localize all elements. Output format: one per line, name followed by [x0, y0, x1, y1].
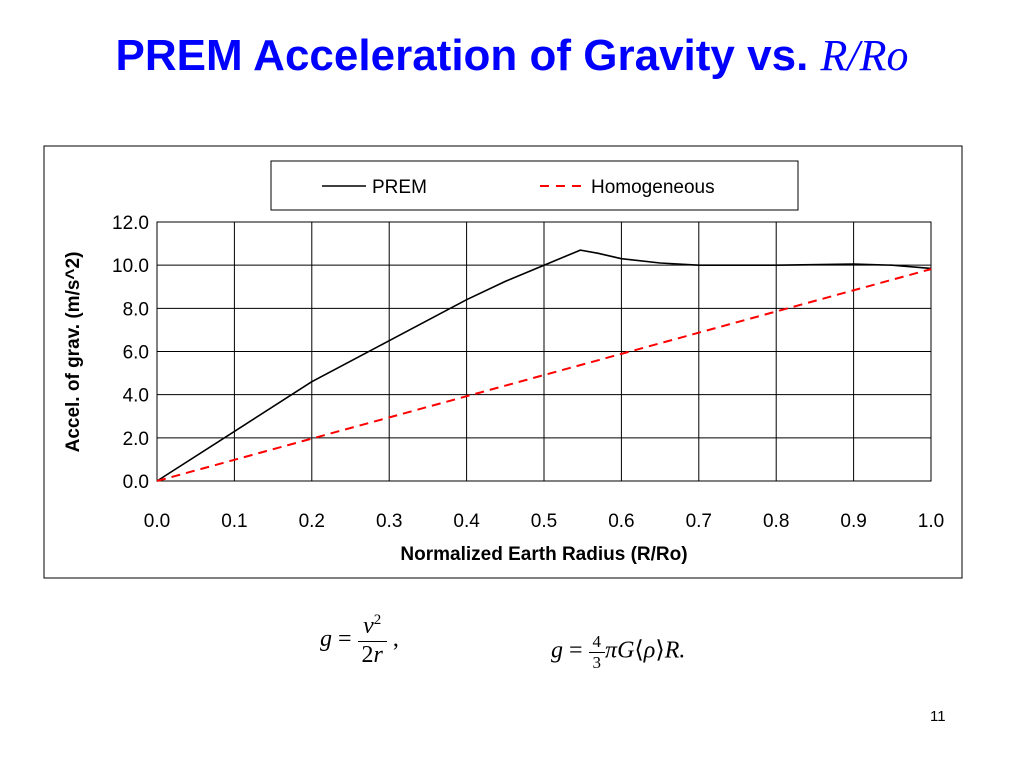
- x-tick-label: 0.7: [686, 511, 712, 532]
- eq2-left-angle: ⟨: [634, 637, 644, 664]
- x-axis-label: Normalized Earth Radius (R/Ro): [400, 544, 687, 565]
- title-main: PREM Acceleration of Gravity vs.: [115, 31, 809, 80]
- eq2-right-angle: ⟩: [655, 637, 665, 664]
- eq2-fraction: 4 3: [588, 632, 606, 672]
- x-tick-label: 0.4: [453, 511, 480, 532]
- x-tick-label: 0.0: [144, 511, 170, 532]
- x-tick-label: 0.1: [221, 511, 247, 532]
- equation-centripetal: g = v2 2r ,: [320, 612, 399, 669]
- page-number: 11: [930, 708, 946, 725]
- eq1-denominator: 2r: [358, 642, 387, 670]
- eq1-den-var: r: [373, 641, 383, 668]
- y-tick-labels: 0.0 2.0 4.0 6.0 8.0 10.0 12.0: [112, 213, 149, 493]
- y-tick-label: 10.0: [112, 256, 149, 277]
- y-axis-label: Accel. of grav. (m/s^2): [63, 252, 84, 453]
- series-line-homogeneous: [156, 268, 932, 482]
- legend-label-homogeneous: Homogeneous: [591, 177, 715, 198]
- title-variable: R/Ro: [820, 31, 909, 80]
- y-tick-label: 4.0: [123, 386, 149, 407]
- eq2-G: G: [617, 637, 635, 664]
- eq1-fraction: v2 2r: [357, 612, 387, 670]
- eq1-comma: ,: [392, 626, 399, 653]
- eq2-rho: ρ: [643, 637, 656, 664]
- x-tick-label: 0.2: [299, 511, 325, 532]
- plot-area: [156, 221, 932, 482]
- x-tick-label: 0.5: [531, 511, 557, 532]
- series-lines: [156, 249, 932, 482]
- y-tick-label: 12.0: [112, 213, 149, 234]
- y-tick-label: 6.0: [123, 343, 149, 364]
- y-tick-label: 8.0: [123, 299, 149, 320]
- eq2-lhs: g: [551, 637, 563, 664]
- slide-title: PREM Acceleration of Gravity vs. R/Ro: [0, 30, 1024, 81]
- eq1-v: v: [363, 613, 374, 639]
- y-tick-label: 2.0: [123, 429, 149, 450]
- eq2-numerator: 4: [588, 632, 606, 653]
- legend: PREM Homogeneous: [270, 160, 799, 211]
- eq1-equals: =: [338, 626, 352, 653]
- eq2-R: R.: [664, 637, 686, 664]
- chart-border: [43, 145, 963, 579]
- y-tick-label: 0.0: [123, 472, 149, 493]
- eq1-lhs: g: [320, 626, 332, 653]
- eq1-numerator: v2: [357, 612, 387, 642]
- eq1-den-coeff: 2: [361, 641, 374, 668]
- eq2-equals: =: [569, 637, 583, 664]
- eq2-pi: π: [605, 637, 618, 664]
- x-tick-label: 0.8: [763, 511, 789, 532]
- x-tick-label: 0.3: [376, 511, 402, 532]
- legend-label-prem: PREM: [372, 177, 427, 198]
- eq2-denominator: 3: [592, 652, 602, 672]
- x-tick-label: 0.9: [840, 511, 866, 532]
- eq1-exponent: 2: [373, 612, 382, 628]
- series-line-prem: [156, 249, 932, 482]
- x-tick-label: 1.0: [918, 511, 944, 532]
- x-tick-labels: 0.0 0.1 0.2 0.3 0.4 0.5 0.6 0.7 0.8 0.9 1.0: [144, 511, 944, 532]
- x-tick-label: 0.6: [608, 511, 634, 532]
- gravity-chart: 0.02.04.06.08.010.012.0 0.0 0.1 0.2 0.3 0.4 0…: [43, 145, 963, 579]
- equation-homogeneous: g = 4 3 πG⟨ρ⟩R.: [551, 632, 685, 672]
